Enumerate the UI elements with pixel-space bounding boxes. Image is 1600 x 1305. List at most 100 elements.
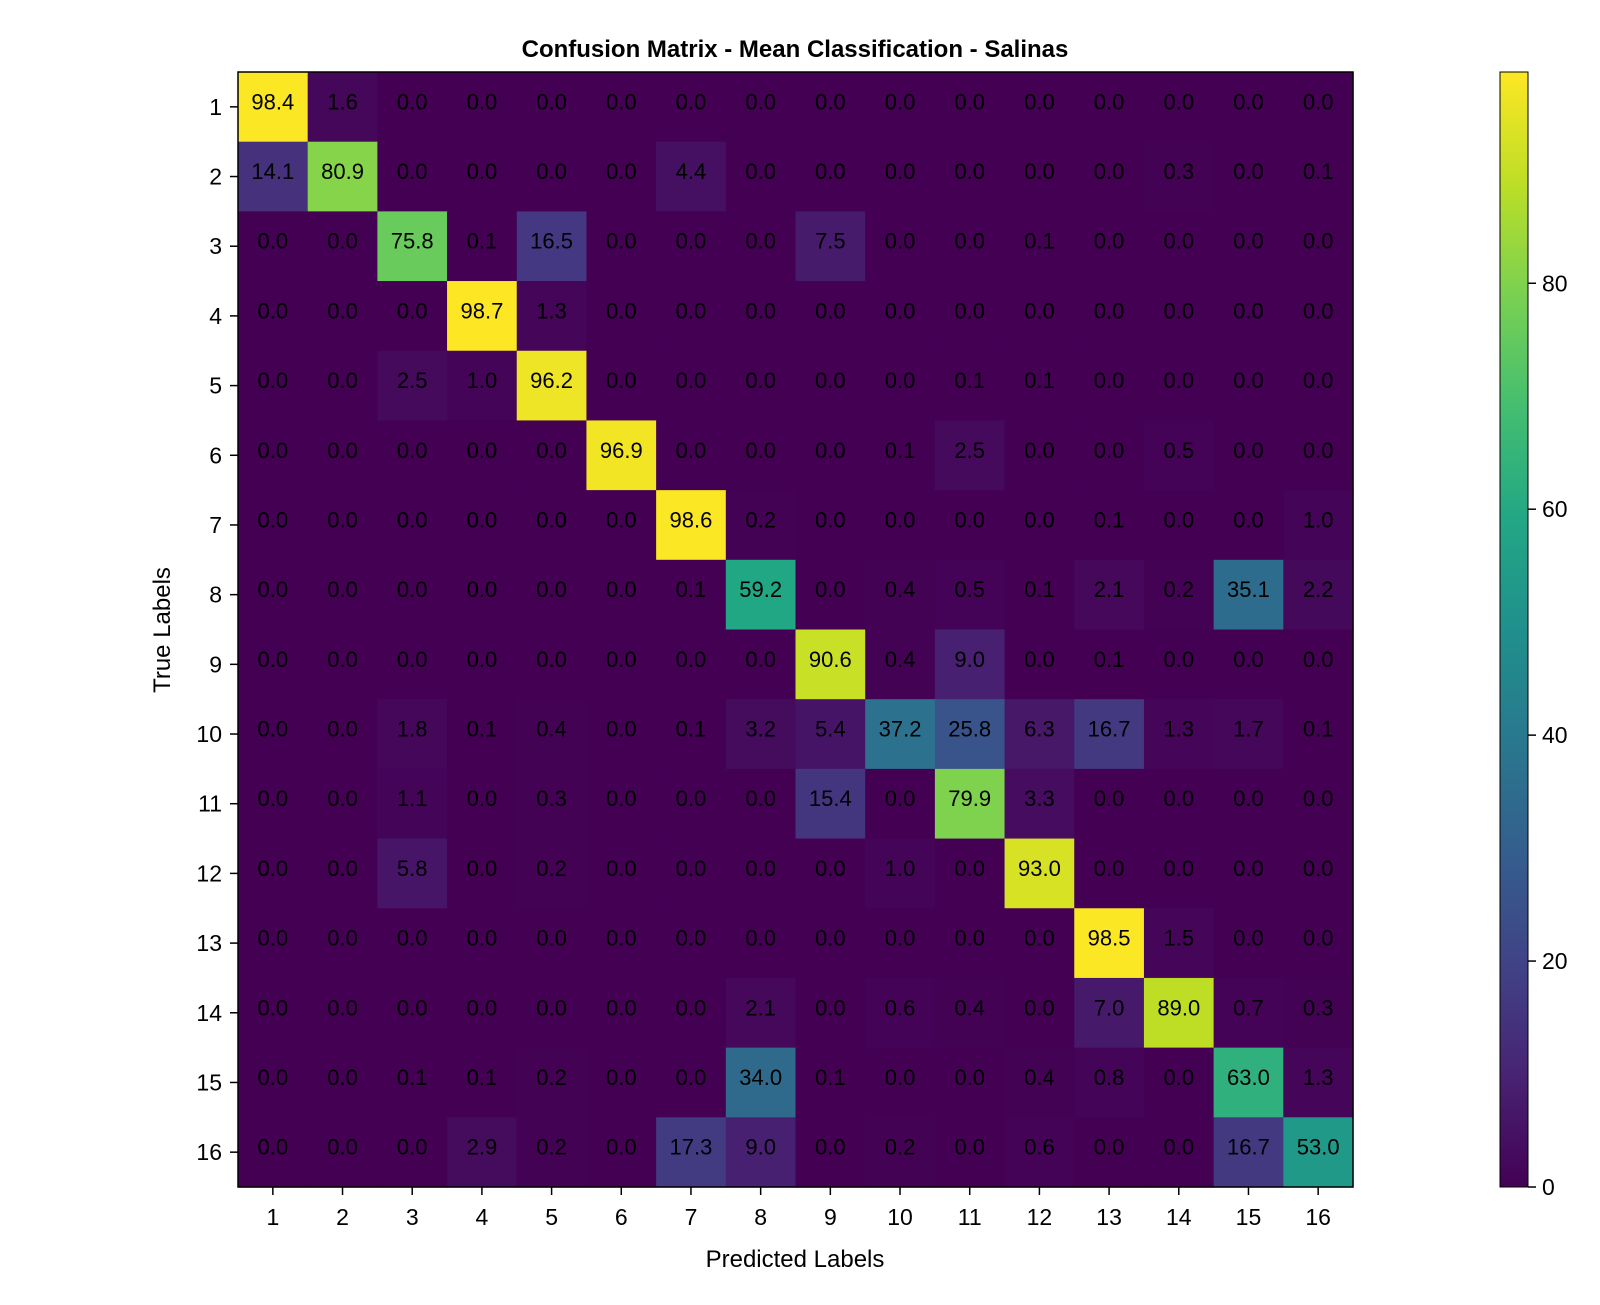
y-tick-label: 13 — [196, 930, 222, 956]
heatmap-cell-r7-c12 — [1004, 490, 1075, 561]
cell-value-r12-c13: 0.0 — [1094, 856, 1125, 881]
cell-value-r14-c12: 0.0 — [1024, 995, 1055, 1020]
cell-value-r1-c4: 0.0 — [467, 89, 498, 114]
heatmap-cell-r5-c15 — [1213, 350, 1284, 422]
cell-value-r2-c15: 0.0 — [1233, 159, 1264, 184]
cell-value-r3-c1: 0.0 — [258, 229, 289, 254]
cell-value-r4-c8: 0.0 — [745, 298, 776, 323]
heatmap-cell-r8-c3 — [377, 559, 448, 631]
colorbar-tick-label: 40 — [1542, 722, 1568, 748]
heatmap-cell-r1-c16 — [1283, 72, 1354, 143]
cell-value-r12-c2: 0.0 — [327, 856, 358, 881]
cell-value-r14-c7: 0.0 — [676, 995, 707, 1020]
cell-value-r9-c12: 0.0 — [1024, 647, 1055, 672]
heatmap-cell-r1-c2 — [307, 72, 378, 143]
heatmap-cell-r6-c10 — [865, 420, 936, 491]
cell-value-r15-c12: 0.4 — [1024, 1065, 1055, 1090]
heatmap-cell-r14-c11 — [934, 977, 1006, 1049]
y-tick-label: 10 — [196, 721, 222, 747]
cell-value-r5-c1: 0.0 — [258, 368, 289, 393]
heatmap-cell-r13-c7 — [656, 908, 727, 979]
cell-value-r6-c3: 0.0 — [397, 438, 428, 463]
cell-value-r5-c7: 0.0 — [676, 368, 707, 393]
cell-value-r4-c7: 0.0 — [676, 298, 707, 323]
heatmap-cell-r9-c9 — [795, 629, 866, 700]
cell-value-r6-c10: 0.1 — [885, 438, 916, 463]
heatmap-cell-r16-c2 — [307, 1117, 378, 1188]
heatmap-cell-r14-c7 — [656, 977, 727, 1049]
heatmap-cell-r2-c8 — [725, 141, 797, 212]
cell-value-r6-c9: 0.0 — [815, 438, 846, 463]
heatmap-cell-r4-c5 — [516, 281, 588, 352]
heatmap-cell-r4-c11 — [934, 281, 1006, 352]
heatmap-cell-r1-c13 — [1074, 72, 1145, 143]
heatmap-cell-r5-c16 — [1283, 350, 1354, 422]
cell-value-r6-c8: 0.0 — [745, 438, 776, 463]
cell-value-r6-c6: 96.9 — [600, 438, 643, 463]
cell-value-r6-c12: 0.0 — [1024, 438, 1055, 463]
cell-value-r9-c1: 0.0 — [258, 647, 289, 672]
cell-value-r7-c1: 0.0 — [258, 507, 289, 532]
cell-value-r10-c16: 0.1 — [1303, 717, 1334, 742]
heatmap-cell-r10-c6 — [586, 699, 657, 770]
cell-value-r8-c4: 0.0 — [467, 577, 498, 602]
cell-value-r16-c12: 0.6 — [1024, 1135, 1055, 1160]
heatmap-cell-r12-c7 — [656, 838, 727, 909]
heatmap-cell-r9-c16 — [1283, 629, 1354, 700]
cell-value-r10-c3: 1.8 — [397, 717, 428, 742]
heatmap-cell-r8-c14 — [1143, 559, 1215, 631]
heatmap-cell-r4-c2 — [307, 281, 378, 352]
cell-value-r6-c11: 2.5 — [954, 438, 985, 463]
cell-value-r13-c12: 0.0 — [1024, 926, 1055, 951]
cell-value-r14-c1: 0.0 — [258, 995, 289, 1020]
cell-value-r1-c11: 0.0 — [954, 89, 985, 114]
heatmap-cell-r5-c14 — [1143, 350, 1215, 422]
cell-value-r8-c10: 0.4 — [885, 577, 916, 602]
y-tick-label: 5 — [209, 373, 222, 399]
cell-value-r7-c4: 0.0 — [467, 507, 498, 532]
heatmap-cell-r10-c8 — [725, 699, 797, 770]
cell-value-r12-c3: 5.8 — [397, 856, 428, 881]
cell-value-r13-c2: 0.0 — [327, 926, 358, 951]
cell-value-r14-c14: 89.0 — [1157, 995, 1200, 1020]
heatmap-cell-r10-c5 — [516, 699, 588, 770]
heatmap-cell-r2-c14 — [1143, 141, 1215, 212]
heatmap-cell-r16-c1 — [238, 1117, 309, 1188]
heatmap-cell-r16-c10 — [865, 1117, 936, 1188]
heatmap-cell-r15-c14 — [1143, 1047, 1215, 1118]
heatmap-cell-r3-c13 — [1074, 211, 1145, 282]
cell-value-r3-c4: 0.1 — [467, 229, 498, 254]
cell-value-r11-c4: 0.0 — [467, 786, 498, 811]
cell-value-r13-c4: 0.0 — [467, 926, 498, 951]
cell-value-r7-c11: 0.0 — [954, 507, 985, 532]
cell-value-r15-c4: 0.1 — [467, 1065, 498, 1090]
cell-value-r11-c13: 0.0 — [1094, 786, 1125, 811]
cell-value-r10-c10: 37.2 — [879, 717, 922, 742]
heatmap-cell-r9-c11 — [934, 629, 1006, 700]
y-tick-label: 6 — [209, 442, 222, 468]
cell-value-r11-c3: 1.1 — [397, 786, 428, 811]
heatmap-cell-r13-c15 — [1213, 908, 1284, 979]
heatmap-cell-r8-c11 — [934, 559, 1006, 631]
cell-value-r3-c13: 0.0 — [1094, 229, 1125, 254]
cell-value-r13-c11: 0.0 — [954, 926, 985, 951]
cell-value-r4-c13: 0.0 — [1094, 298, 1125, 323]
cell-value-r8-c9: 0.0 — [815, 577, 846, 602]
heatmap-cell-r4-c4 — [447, 281, 518, 352]
heatmap-cell-r11-c5 — [516, 768, 588, 840]
heatmap-cell-r7-c1 — [238, 490, 309, 561]
heatmap-cell-r6-c7 — [656, 420, 727, 491]
cell-value-r11-c15: 0.0 — [1233, 786, 1264, 811]
heatmap-cell-r7-c15 — [1213, 490, 1284, 561]
cell-value-r16-c8: 9.0 — [745, 1135, 776, 1160]
heatmap-cell-r8-c15 — [1213, 559, 1284, 631]
cell-value-r10-c11: 25.8 — [948, 717, 991, 742]
cell-value-r16-c14: 0.0 — [1163, 1135, 1194, 1160]
heatmap-cell-r11-c8 — [725, 768, 797, 840]
heatmap-cell-r6-c4 — [447, 420, 518, 491]
cell-value-r9-c8: 0.0 — [745, 647, 776, 672]
cell-value-r11-c16: 0.0 — [1303, 786, 1334, 811]
heatmap-cell-r10-c13 — [1074, 699, 1145, 770]
heatmap-cell-r14-c5 — [516, 977, 588, 1049]
cell-value-r1-c6: 0.0 — [606, 89, 637, 114]
